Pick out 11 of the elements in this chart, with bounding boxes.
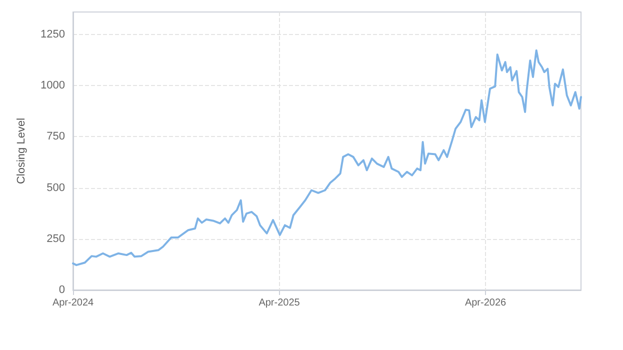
y-axis-title: Closing Level [16,118,28,184]
x-tick-label: Apr-2024 [52,298,94,308]
x-tick-label: Apr-2026 [464,298,507,308]
y-tick-label: 500 [46,182,65,194]
x-tick-label: Apr-2025 [258,298,300,308]
line-series [72,49,582,266]
y-tick-label: 1000 [40,80,65,92]
y-tick-label: 0 [58,284,65,296]
y-tick-label: 1250 [40,28,65,40]
y-tick-label: 250 [46,232,65,245]
y-tick-label: 750 [46,130,65,143]
